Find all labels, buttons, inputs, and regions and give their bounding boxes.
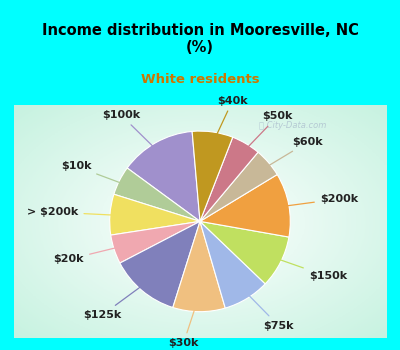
Text: $200k: $200k (276, 194, 358, 207)
Text: $125k: $125k (83, 280, 150, 320)
Text: $75k: $75k (240, 287, 294, 331)
Wedge shape (114, 168, 200, 222)
Wedge shape (200, 222, 289, 284)
Text: ⓘ City-Data.com: ⓘ City-Data.com (259, 121, 327, 131)
Text: $50k: $50k (240, 111, 292, 156)
Text: $40k: $40k (212, 96, 248, 146)
Text: $150k: $150k (269, 256, 347, 281)
Wedge shape (120, 222, 200, 308)
Wedge shape (200, 222, 265, 308)
Text: Income distribution in Mooresville, NC
(%): Income distribution in Mooresville, NC (… (42, 23, 358, 56)
Wedge shape (110, 194, 200, 235)
Wedge shape (192, 131, 233, 222)
Text: $60k: $60k (258, 137, 323, 172)
Text: $30k: $30k (168, 298, 199, 348)
Wedge shape (200, 137, 258, 222)
Text: White residents: White residents (141, 73, 259, 86)
Wedge shape (173, 222, 225, 312)
Text: $100k: $100k (102, 110, 162, 155)
Wedge shape (127, 131, 200, 222)
Text: > $200k: > $200k (27, 207, 123, 217)
Text: $10k: $10k (61, 161, 131, 187)
Wedge shape (200, 175, 290, 237)
Wedge shape (200, 152, 277, 222)
Wedge shape (111, 222, 200, 263)
Text: $20k: $20k (54, 245, 127, 264)
